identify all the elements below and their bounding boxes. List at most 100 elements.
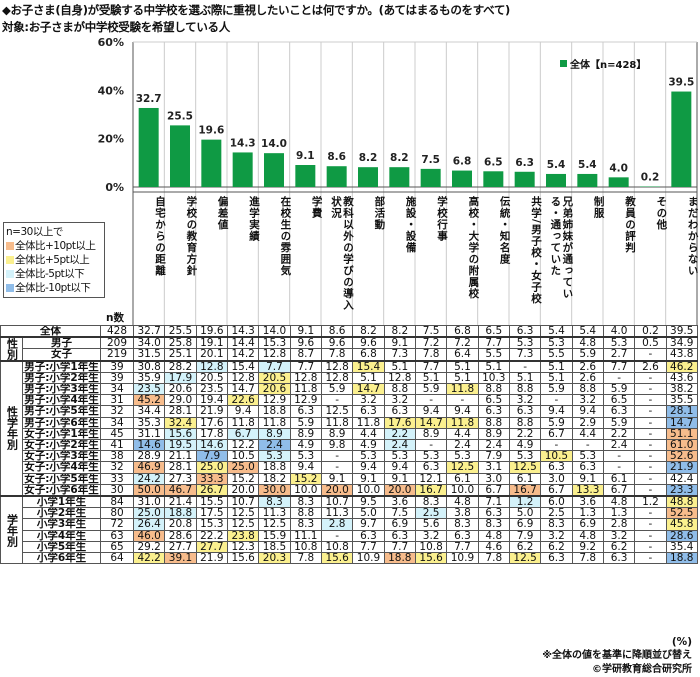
value-cell: 5.3 [383, 450, 416, 463]
value-cell: 4.9 [508, 439, 542, 452]
value-cell: 25.0 [195, 461, 228, 474]
value-cell: 3.2 [602, 529, 636, 542]
value-cell: 9.4 [289, 461, 322, 474]
value-cell: - [634, 383, 667, 396]
value-cell: 48.8 [665, 495, 698, 509]
value-cell: 3.2 [414, 529, 448, 542]
value-cell: 2.4 [602, 439, 636, 452]
table-row: 女子:小学4年生 32 46.9 28.1 25.0 25.0 18.8 9.4-9.4 9.4… [1, 461, 698, 474]
value-cell: 23.3 [665, 483, 698, 497]
highlight-swatch [6, 270, 14, 278]
value-cell: 6.5 [477, 394, 510, 407]
value-cell: 5.5 [477, 348, 510, 362]
highlight-legend-label: 全体比-5pt以下 [15, 268, 85, 280]
value-cell: 4.8 [477, 529, 510, 542]
value-cell: 7.3 [383, 348, 416, 362]
highlight-swatch [6, 242, 14, 250]
bar-value-label: 8.6 [327, 151, 346, 163]
value-cell: 9.7 [352, 518, 385, 531]
value-cell: 7.8 [414, 348, 448, 362]
value-cell: 7.7 [446, 540, 479, 554]
value-cell: 10.5 [540, 450, 573, 463]
value-cell: 9.1 [383, 336, 416, 350]
value-cell: 9.1 [352, 472, 385, 485]
highlight-legend-label: 全体比-10pt以下 [15, 282, 91, 294]
bar-5 [264, 153, 284, 187]
value-cell: 21.9 [195, 405, 228, 418]
value-cell: 9.1 [320, 472, 354, 485]
n-count-cell: 65 [100, 540, 134, 554]
row-label: 女子:小学4年生 [22, 461, 101, 474]
value-cell: 6.3 [289, 405, 322, 418]
highlight-legend-item: 全体比+10pt以上 [6, 239, 102, 253]
value-cell: 9.4 [352, 461, 385, 474]
value-cell: 5.1 [414, 371, 448, 385]
value-cell: 6.0 [540, 495, 573, 509]
value-cell: 3.0 [477, 472, 510, 485]
value-cell: 32.4 [164, 416, 197, 429]
bar-value-label: 8.2 [359, 152, 378, 164]
value-cell: 6.3 [602, 552, 636, 565]
highlight-legend-item: 全体比+5pt以上 [6, 253, 102, 267]
value-cell: 5.3 [602, 336, 636, 350]
bar-value-label: 19.6 [198, 125, 224, 137]
value-cell: - [414, 439, 448, 452]
highlight-legend: n=30以上で 全体比+10pt以上 全体比+5pt以上 全体比-5pt以下 全体比-… [3, 222, 105, 298]
value-cell: 43.8 [665, 348, 698, 362]
value-cell: 9.8 [320, 439, 354, 452]
value-cell: 8.8 [383, 383, 416, 396]
value-cell: 10.8 [320, 540, 354, 554]
value-cell: 5.9 [540, 383, 573, 396]
table-row: 女子:小学3年生 38 28.9 21.1 7.9 10.5 5.3 5.3-5.3 5.3 5.… [1, 450, 698, 463]
value-cell: 3.2 [508, 394, 542, 407]
value-cell: 9.6 [352, 336, 385, 350]
value-cell: 20.6 [258, 383, 291, 396]
value-cell: 33.3 [195, 472, 228, 485]
value-cell: 7.8 [289, 552, 322, 565]
value-cell: 6.5 [602, 394, 636, 407]
value-cell: 12.8 [289, 371, 322, 385]
series-legend-label: 全体【n=428】 [570, 60, 647, 71]
value-cell: 18.8 [665, 552, 698, 565]
value-cell: 1.3 [602, 507, 636, 520]
value-cell: 45.8 [665, 518, 698, 531]
value-cell: 15.3 [195, 518, 228, 531]
value-cell: 17.6 [195, 416, 228, 429]
value-cell: 2.9 [571, 416, 604, 429]
value-cell: 3.8 [446, 507, 479, 520]
n-count-cell: 80 [100, 507, 134, 520]
category-label: まだわからない [686, 196, 699, 277]
n-count-cell: 84 [100, 495, 134, 509]
value-cell: - [634, 427, 667, 441]
value-cell: - [634, 348, 667, 362]
row-label: 女子:小学1年生 [22, 427, 101, 441]
n-count-cell: 63 [100, 529, 134, 542]
value-cell: 0.2 [634, 325, 667, 338]
value-cell: 5.5 [540, 348, 573, 362]
value-cell: 35.9 [132, 371, 166, 385]
value-cell: 12.1 [414, 472, 448, 485]
n-count-cell: 32 [100, 405, 134, 418]
value-cell: - [634, 472, 667, 485]
category-label: 施設・設備 [404, 196, 417, 254]
value-cell: 10.8 [414, 540, 448, 554]
value-cell: 6.3 [383, 405, 416, 418]
value-cell: 31.1 [132, 427, 166, 441]
value-cell: 5.1 [477, 359, 510, 373]
value-cell: 2.8 [602, 518, 636, 531]
value-cell: 25.8 [164, 336, 197, 350]
n-count-cell: 64 [100, 552, 134, 565]
value-cell: 6.3 [602, 405, 636, 418]
value-cell: - [508, 359, 542, 373]
n-count-cell: 39 [100, 359, 134, 373]
value-cell: 6.7 [477, 483, 510, 497]
row-label: 女子:小学5年生 [22, 472, 101, 485]
value-cell: 5.1 [383, 359, 416, 373]
bar-2 [170, 125, 190, 187]
value-cell: 12.9 [289, 394, 322, 407]
highlight-legend-item: 全体比-10pt以下 [6, 281, 102, 295]
value-cell: 9.6 [289, 336, 322, 350]
value-cell: 8.8 [477, 416, 510, 429]
value-cell: 9.1 [383, 472, 416, 485]
value-cell: 6.3 [352, 529, 385, 542]
